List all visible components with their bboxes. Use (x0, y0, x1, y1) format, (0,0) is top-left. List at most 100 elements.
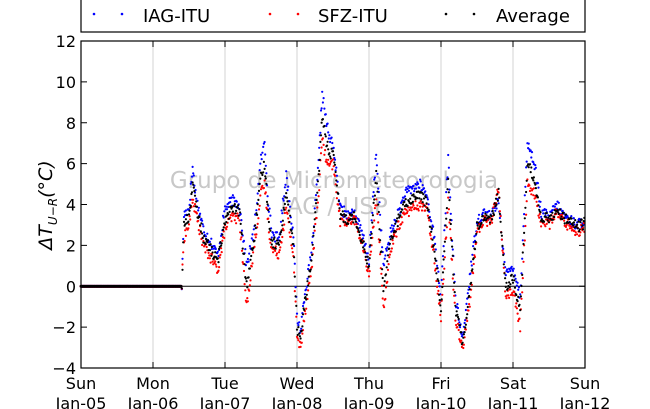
data-point (433, 235, 436, 238)
data-point (248, 267, 251, 270)
data-point (306, 280, 309, 283)
data-point (560, 215, 563, 218)
x-tick-label-date: Jan-05 (55, 394, 107, 409)
data-point (369, 244, 372, 247)
data-point (236, 212, 239, 215)
data-point (354, 220, 357, 223)
data-point (230, 220, 233, 223)
data-point (206, 257, 210, 260)
data-point (440, 298, 443, 301)
data-point (190, 175, 194, 178)
data-point (390, 224, 393, 227)
data-point (313, 207, 316, 210)
data-point (486, 224, 489, 227)
data-point (409, 197, 412, 200)
data-point (538, 205, 541, 208)
data-point (237, 217, 240, 220)
data-point (395, 220, 398, 223)
data-point (322, 97, 325, 100)
data-point (309, 268, 312, 271)
data-point (298, 332, 301, 335)
data-point (493, 202, 496, 205)
data-point (377, 203, 380, 206)
data-point (524, 206, 527, 209)
data-point (334, 169, 337, 172)
data-point (521, 277, 524, 280)
data-point (581, 226, 585, 229)
x-tick-label-day: Sun (66, 374, 96, 393)
data-point (464, 328, 467, 331)
data-point (406, 204, 409, 207)
data-point (264, 164, 267, 167)
data-point (278, 249, 281, 252)
data-point (473, 248, 477, 251)
data-point (270, 236, 273, 239)
data-point (383, 280, 386, 283)
data-point (298, 335, 301, 338)
data-point (252, 247, 255, 250)
data-point (321, 118, 324, 121)
x-tick-label-date: Jan-07 (199, 394, 251, 409)
data-point (458, 321, 461, 324)
data-point (523, 231, 526, 234)
data-point (506, 268, 509, 271)
data-point (441, 271, 445, 274)
data-point (416, 197, 419, 200)
data-point (253, 239, 256, 242)
data-point (510, 265, 513, 268)
data-point (263, 140, 266, 144)
data-point (197, 206, 200, 209)
data-point (472, 272, 475, 275)
data-point (445, 207, 448, 210)
data-point (499, 220, 502, 223)
data-point (432, 225, 435, 228)
data-point (500, 231, 503, 234)
data-point (383, 284, 386, 287)
data-point (286, 189, 289, 192)
data-point (201, 219, 204, 222)
data-point (190, 192, 193, 196)
data-point (325, 144, 329, 147)
data-point (181, 257, 184, 260)
data-point (239, 222, 242, 225)
data-point (293, 290, 296, 293)
data-point (301, 325, 304, 328)
data-point (369, 250, 373, 253)
data-point (220, 244, 223, 247)
data-point (388, 247, 391, 250)
data-point (484, 218, 488, 222)
data-point (238, 219, 241, 222)
data-point (312, 231, 315, 235)
data-point (362, 240, 365, 243)
data-point (444, 224, 447, 227)
data-point (418, 201, 421, 204)
data-point (525, 160, 528, 163)
data-point (379, 253, 382, 256)
data-point (470, 281, 473, 284)
data-point (432, 248, 435, 251)
data-point (420, 198, 423, 201)
data-point (484, 212, 487, 215)
data-point (283, 223, 286, 226)
data-point (565, 223, 568, 226)
data-point (201, 232, 204, 235)
legend-item-average: Average (444, 6, 570, 27)
y-tick-label: 2 (66, 236, 76, 255)
data-point (265, 200, 269, 203)
data-point (448, 188, 451, 191)
data-point (275, 252, 279, 255)
data-point (295, 304, 298, 307)
data-point (180, 287, 183, 290)
data-point (353, 223, 356, 226)
legend-label-iag-itu: IAG-ITU (143, 6, 210, 27)
data-point (390, 250, 393, 253)
data-point (189, 198, 192, 201)
data-point (441, 282, 445, 285)
data-point (507, 294, 510, 297)
data-point (254, 236, 257, 239)
data-point (206, 232, 209, 235)
data-point (564, 225, 568, 228)
data-point (384, 273, 388, 276)
data-point (197, 219, 200, 222)
data-point (286, 212, 289, 215)
